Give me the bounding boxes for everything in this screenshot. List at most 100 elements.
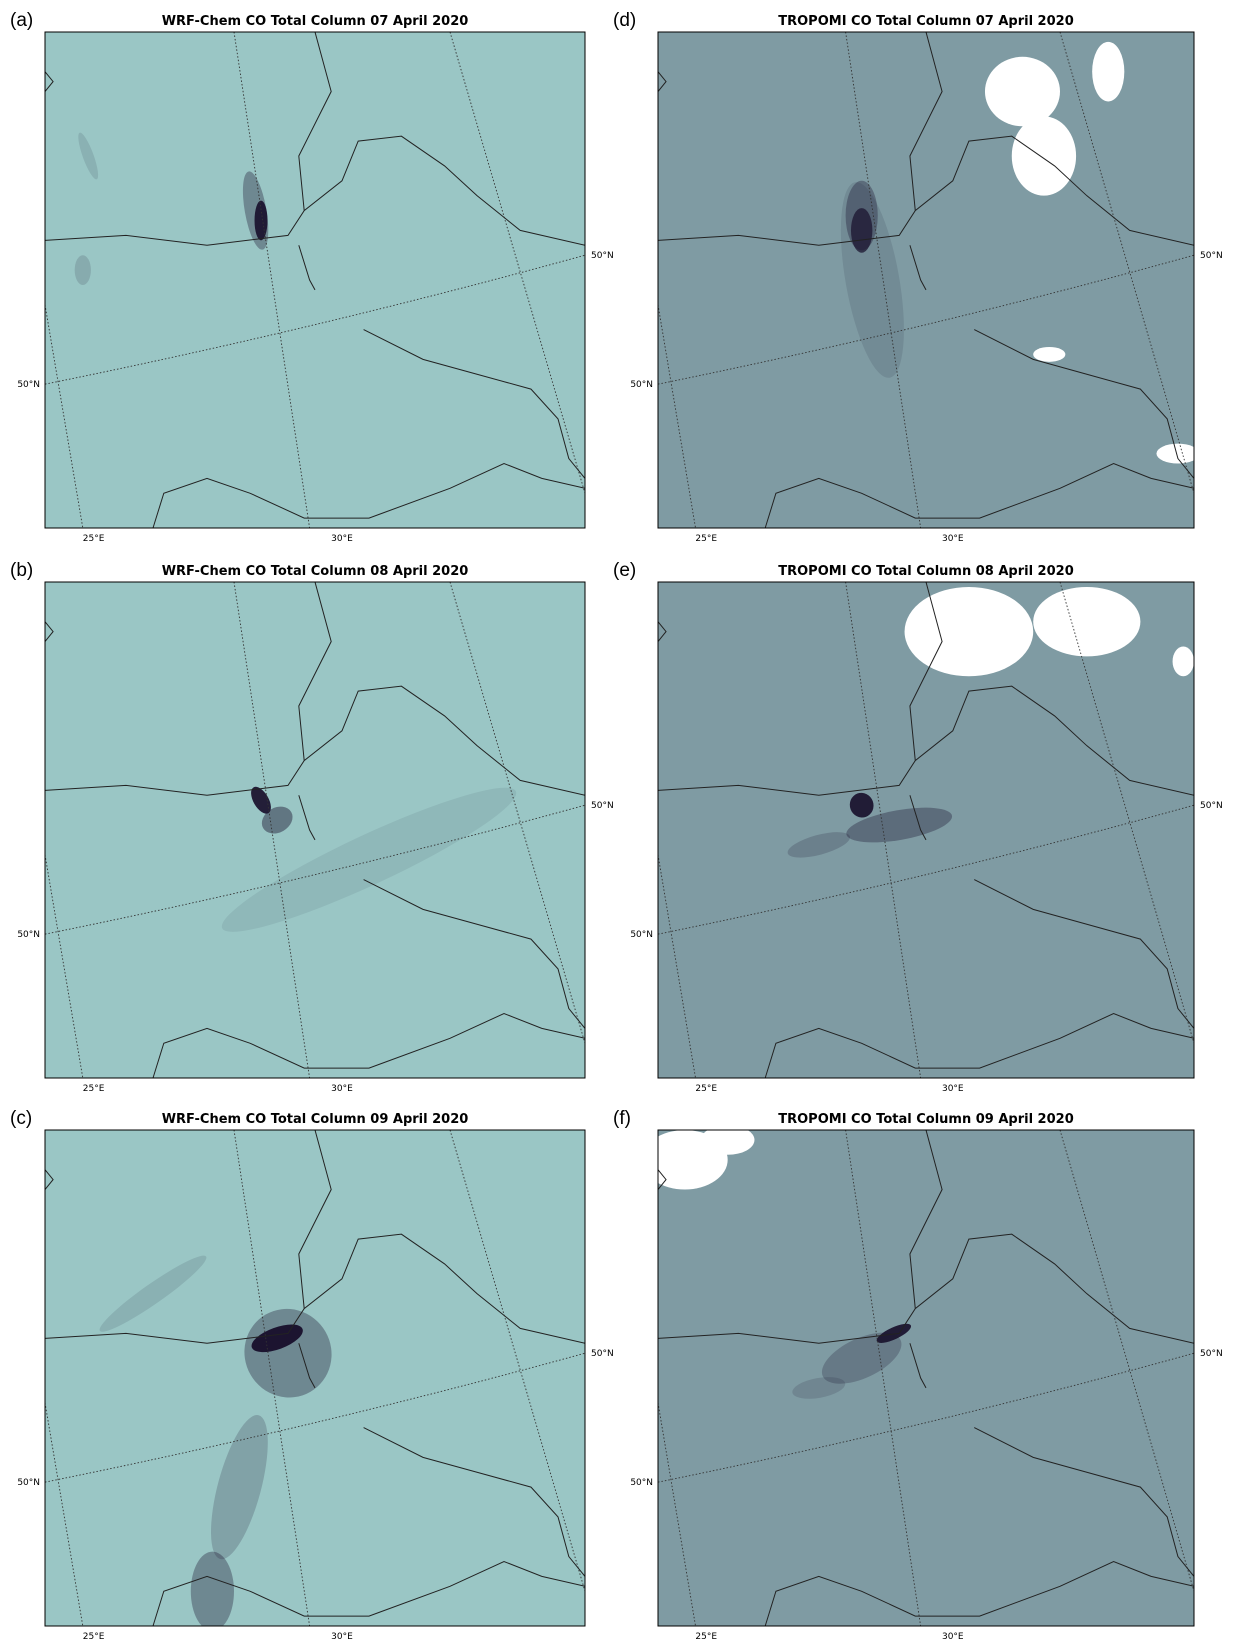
lon-label: 30°E [942, 1632, 964, 1642]
lon-label: 30°E [331, 534, 353, 544]
lon-label: 25°E [83, 1084, 105, 1094]
co-plume [221, 787, 517, 932]
missing-data [1033, 586, 1141, 657]
lon-label: 25°E [695, 1084, 717, 1094]
map-content [658, 582, 1194, 1078]
border [658, 621, 667, 642]
border [658, 135, 1194, 246]
co-plume [244, 1308, 332, 1398]
river [974, 879, 1194, 1029]
map-content [658, 32, 1194, 528]
lon-label: 25°E [695, 1632, 717, 1642]
panel-title: TROPOMI CO Total Column 07 April 2020 [778, 14, 1074, 29]
co-plume [821, 1332, 902, 1384]
lon-label: 30°E [331, 1632, 353, 1642]
map-content [45, 1130, 585, 1626]
missing-data [1011, 116, 1077, 196]
missing-data [1033, 346, 1066, 362]
meridian [45, 1402, 84, 1626]
map-background [658, 1130, 1194, 1626]
co-plume [242, 171, 269, 250]
border [764, 1012, 1194, 1078]
missing-data [700, 1130, 755, 1155]
map-panel: (e) TROPOMI CO Total Column 08 April 2020… [613, 560, 1223, 1094]
map-frame [44, 31, 586, 529]
map-background [45, 582, 585, 1078]
meridian [45, 304, 84, 528]
co-plume [251, 1324, 303, 1353]
co-plume [78, 132, 99, 180]
map-frame [657, 1129, 1195, 1627]
lon-label: 25°E [83, 534, 105, 544]
lat-label: 50°N [630, 930, 653, 940]
co-plume [190, 1551, 234, 1626]
panel-label: (a) [10, 10, 33, 31]
river [974, 1427, 1194, 1577]
lon-label: 30°E [331, 1084, 353, 1094]
border [909, 582, 943, 761]
lat-label: 50°N [591, 1349, 614, 1359]
border [152, 1560, 585, 1626]
co-plume [849, 792, 874, 818]
river [363, 329, 585, 479]
border [764, 462, 1194, 528]
border [298, 1130, 332, 1309]
border [658, 1169, 667, 1190]
map-background [45, 32, 585, 528]
lat-label: 50°N [630, 1478, 653, 1488]
co-plume [74, 255, 91, 285]
map-frame [44, 581, 586, 1079]
border [152, 462, 585, 528]
map-panel: (b) WRF-Chem CO Total Column 08 April 202… [10, 560, 614, 1094]
border [658, 71, 667, 92]
map-frame [657, 31, 1195, 529]
meridian [45, 854, 84, 1078]
map-background [658, 32, 1194, 528]
map-panel: (c) WRF-Chem CO Total Column 09 April 202… [10, 1108, 614, 1642]
lat-label: 50°N [17, 380, 40, 390]
lat-label: 50°N [17, 930, 40, 940]
lat-label: 50°N [1200, 1349, 1223, 1359]
map-frame [44, 1129, 586, 1627]
co-plume [211, 1415, 268, 1560]
border [298, 245, 316, 291]
border [909, 1130, 943, 1309]
missing-data [1156, 443, 1194, 464]
meridian [658, 854, 696, 1078]
border [45, 621, 54, 642]
border [45, 135, 585, 246]
border [45, 1233, 585, 1344]
map-panel: (f) TROPOMI CO Total Column 09 April 2020… [613, 1108, 1223, 1642]
river [974, 329, 1194, 479]
panel-title: WRF-Chem CO Total Column 08 April 2020 [162, 564, 469, 579]
border [909, 245, 927, 291]
meridian [1059, 1130, 1194, 1592]
border [298, 1343, 316, 1389]
map-frame [657, 581, 1195, 1079]
border [909, 795, 927, 841]
co-plume [845, 180, 878, 251]
panel-title: TROPOMI CO Total Column 09 April 2020 [778, 1112, 1074, 1127]
co-plume [840, 182, 904, 378]
lat-label: 50°N [1200, 801, 1223, 811]
border [658, 1233, 1194, 1344]
border [909, 1343, 927, 1389]
map-content [658, 1130, 1194, 1626]
map-panel: (a) WRF-Chem CO Total Column 07 April 202… [10, 10, 614, 544]
lat-label: 50°N [17, 1478, 40, 1488]
border [909, 32, 943, 211]
meridian [658, 1402, 696, 1626]
map-content [45, 582, 585, 1078]
border [45, 685, 585, 796]
lon-label: 30°E [942, 1084, 964, 1094]
co-plume [850, 208, 873, 253]
panel-label: (d) [613, 10, 636, 31]
border [658, 685, 1194, 796]
co-plume [846, 807, 953, 843]
lat-label: 50°N [591, 251, 614, 261]
map-panel: (d) TROPOMI CO Total Column 07 April 2020… [613, 10, 1223, 544]
co-plume [792, 1377, 846, 1399]
border [298, 795, 316, 841]
